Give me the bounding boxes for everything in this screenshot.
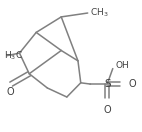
Text: O: O [103, 105, 111, 115]
Text: O: O [7, 87, 15, 97]
Text: S: S [104, 79, 110, 89]
Text: OH: OH [116, 62, 129, 70]
Text: CH$_3$: CH$_3$ [90, 7, 109, 19]
Text: H$_3$C: H$_3$C [4, 49, 23, 62]
Text: O: O [128, 79, 136, 89]
